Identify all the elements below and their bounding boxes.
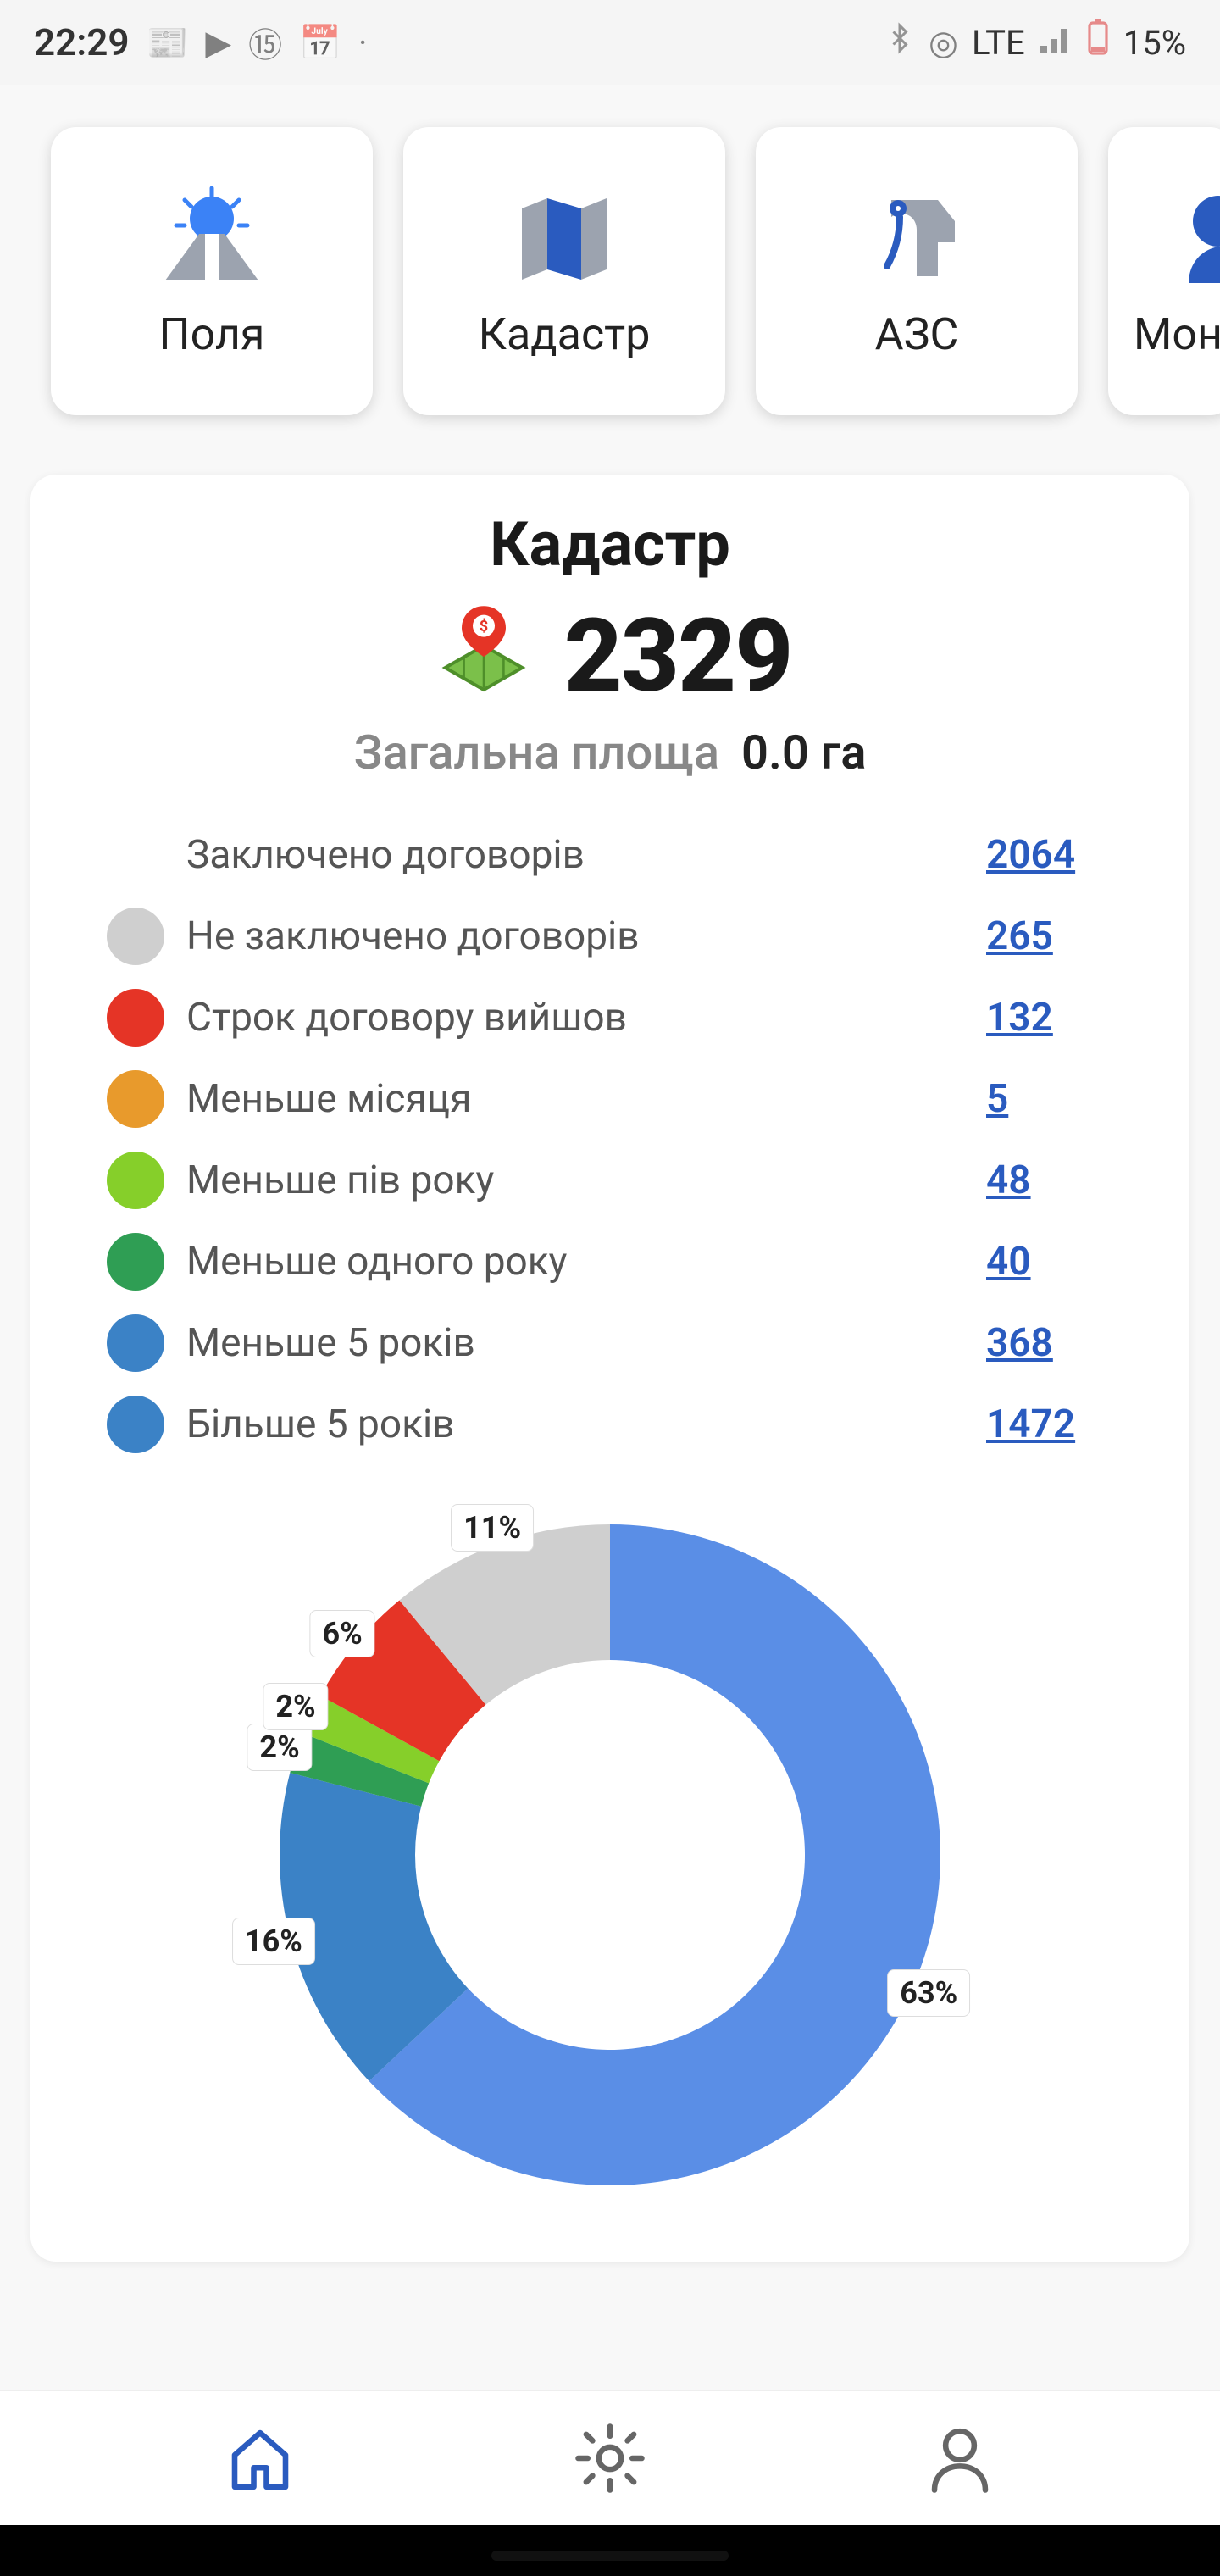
hero-row: $ 2329 — [73, 597, 1147, 716]
stat-label: Заключено договорів — [186, 832, 964, 878]
stat-value-link[interactable]: 132 — [986, 995, 1113, 1041]
land-pin-icon: $ — [429, 602, 539, 712]
stat-row: Строк договору вийшов 132 — [107, 977, 1113, 1058]
donut-pct-label: 2% — [263, 1683, 328, 1730]
area-label: Загальна площа — [354, 724, 719, 780]
play-icon: ▶ — [205, 23, 231, 63]
stat-value-link[interactable]: 48 — [986, 1158, 1113, 1203]
svg-text:$: $ — [479, 618, 487, 636]
nav-home-button[interactable] — [209, 2407, 311, 2509]
stat-dot — [107, 1152, 164, 1209]
fields-icon — [152, 183, 271, 285]
area-value: 0.0 га — [741, 724, 866, 780]
tab-card-map[interactable]: Кадастр — [403, 127, 725, 415]
stat-value-link[interactable]: 1472 — [986, 1402, 1113, 1447]
stat-label: Меньше місяця — [186, 1076, 964, 1122]
stat-value-link[interactable]: 265 — [986, 913, 1113, 959]
nav-settings-button[interactable] — [559, 2407, 661, 2509]
stat-dot — [107, 989, 164, 1046]
tab-label: Кадастр — [479, 308, 651, 360]
stat-dot — [107, 1233, 164, 1291]
donut-pct-label: 6% — [309, 1610, 374, 1657]
stat-label: Меньше пів року — [186, 1158, 964, 1203]
circle15-icon: ⑮ — [248, 18, 282, 67]
signal-icon — [1039, 23, 1073, 63]
donut-pct-label: 16% — [232, 1918, 315, 1965]
donut-pct-label: 63% — [887, 1969, 970, 2017]
stat-value-link[interactable]: 2064 — [986, 832, 1113, 878]
partial-icon — [1134, 183, 1220, 285]
content-area: Поля Кадастр АЗС Мон Кадастр — [0, 85, 1220, 2390]
tab-card-partial[interactable]: Мон — [1108, 127, 1220, 415]
stat-label: Строк договору вийшов — [186, 995, 964, 1041]
tab-card-fuel[interactable]: АЗС — [756, 127, 1078, 415]
stat-value-link[interactable]: 5 — [986, 1076, 1113, 1122]
stat-dot — [107, 1070, 164, 1128]
stats-list: Заключено договорів 2064 Не заключено дого… — [73, 814, 1147, 1465]
card-title: Кадастр — [73, 508, 1147, 580]
stat-row: Меньше пів року 48 — [107, 1140, 1113, 1221]
status-left: 22:29 📰 ▶ ⑮ 📅 · — [34, 18, 367, 67]
hotspot-icon: ◎ — [929, 23, 958, 63]
home-indicator — [491, 2551, 729, 2561]
donut-hole — [416, 1661, 804, 2049]
stat-row: Не заключено договорів 265 — [107, 896, 1113, 977]
stat-label: Меньше 5 років — [186, 1320, 964, 1366]
tab-label: Поля — [159, 308, 265, 360]
bluetooth-icon — [884, 19, 915, 65]
area-row: Загальна площа 0.0 га — [73, 724, 1147, 780]
donut-chart: 63%16%2%2%6%11% — [271, 1516, 949, 2194]
stat-label: Меньше одного року — [186, 1239, 964, 1285]
lte-label: LTE — [972, 23, 1025, 63]
status-time: 22:29 — [34, 20, 130, 64]
tab-label: Мон — [1134, 308, 1220, 360]
hero-number: 2329 — [564, 597, 792, 716]
stat-value-link[interactable]: 40 — [986, 1239, 1113, 1285]
status-bar: 22:29 📰 ▶ ⑮ 📅 · ◎ LTE 15% — [0, 0, 1220, 85]
tab-label: АЗС — [875, 308, 959, 360]
stat-value-link[interactable]: 368 — [986, 1320, 1113, 1366]
dot-icon: · — [358, 23, 367, 63]
stat-dot — [107, 908, 164, 965]
stat-row: Заключено договорів 2064 — [107, 814, 1113, 896]
fuel-icon — [857, 183, 976, 285]
nav-profile-button[interactable] — [909, 2407, 1011, 2509]
battery-pct: 15% — [1123, 23, 1186, 63]
bottom-nav — [0, 2390, 1220, 2525]
stat-row: Меньше місяця 5 — [107, 1058, 1113, 1140]
stat-dot — [107, 1396, 164, 1453]
battery-icon — [1086, 19, 1110, 65]
map-icon — [505, 183, 624, 285]
stat-row: Меньше 5 років 368 — [107, 1302, 1113, 1384]
donut-pct-label: 2% — [247, 1724, 312, 1771]
stat-label: Більше 5 років — [186, 1402, 964, 1447]
news-icon: 📰 — [147, 23, 189, 63]
tab-card-fields[interactable]: Поля — [51, 127, 373, 415]
status-right: ◎ LTE 15% — [884, 19, 1186, 65]
stat-dot — [107, 1314, 164, 1372]
donut-pct-label: 11% — [451, 1504, 534, 1552]
tab-row[interactable]: Поля Кадастр АЗС Мон — [0, 85, 1220, 441]
stat-row: Більше 5 років 1472 — [107, 1384, 1113, 1465]
stat-row: Меньше одного року 40 — [107, 1221, 1113, 1302]
cadastr-card: Кадастр $ 2329 Загальна площа — [30, 475, 1190, 2262]
calendar-icon: 📅 — [299, 23, 341, 63]
stat-label: Не заключено договорів — [186, 913, 964, 959]
